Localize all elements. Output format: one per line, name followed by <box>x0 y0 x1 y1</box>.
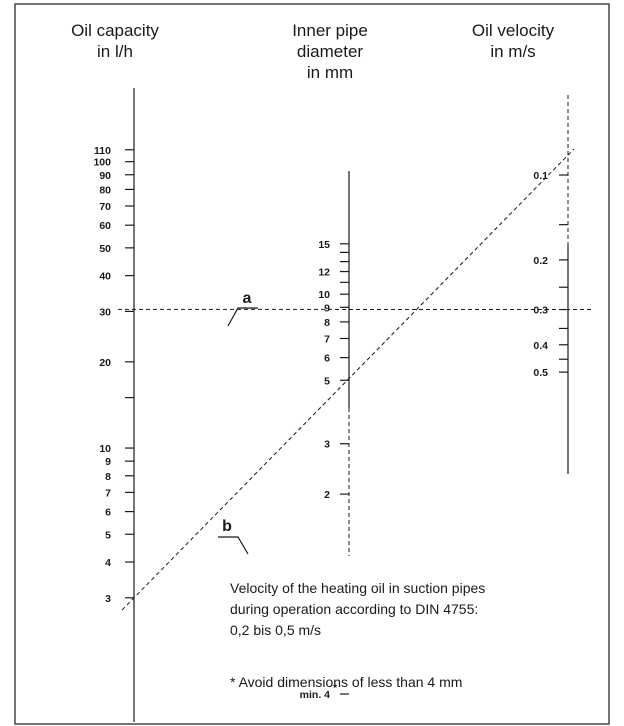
diameter-tick-label: 12 <box>318 267 330 279</box>
velocity-heading: Oil velocity in m/s <box>472 21 555 61</box>
diameter-heading-line-2: diameter <box>297 42 363 61</box>
velocity-tick-label: 0.5 <box>533 367 548 379</box>
diameter-heading-line-1: Inner pipe <box>292 21 368 40</box>
capacity-tick-label: 70 <box>99 201 111 213</box>
diameter-tick-label: 3 <box>324 439 330 451</box>
velocity-note: Velocity of the heating oil in suction p… <box>230 580 485 638</box>
diameter-tick-label: 6 <box>324 353 330 365</box>
velocity-heading-line-1: Oil velocity <box>472 21 555 40</box>
capacity-tick-label: 20 <box>99 357 111 369</box>
diameter-tick-label: min. 4 <box>300 689 331 701</box>
diameter-tick-label: 10 <box>318 289 330 301</box>
construction-line-b <box>121 148 575 611</box>
diameter-scale: 15 12 109 8 7 6 5 min. 4* 3 2 <box>300 239 349 701</box>
velocity-note-line-3: 0,2 bis 0,5 m/s <box>230 622 321 638</box>
capacity-tick-label: 50 <box>99 243 111 255</box>
capacity-heading-line-1: Oil capacity <box>71 21 159 40</box>
capacity-tick-label: 60 <box>99 220 111 232</box>
min-diameter-marker: * <box>333 682 338 694</box>
line-b-letter: b <box>222 518 232 535</box>
capacity-tick-label: 3 <box>105 593 111 605</box>
velocity-tick-label: 0.3 <box>533 305 548 317</box>
line-a-letter: a <box>243 290 252 307</box>
capacity-tick-label: 7 <box>105 487 111 499</box>
line-b-label: b <box>218 518 249 555</box>
capacity-tick-label: 8 <box>105 471 111 483</box>
velocity-tick-label: 0.4 <box>533 340 548 352</box>
capacity-tick-label: 110 <box>94 145 111 157</box>
capacity-tick-label: 10 <box>99 443 111 455</box>
capacity-heading-line-2: in l/h <box>97 42 133 61</box>
diameter-tick-label: 5 <box>324 375 330 387</box>
velocity-note-line-2: during operation according to DIN 4755: <box>230 601 478 617</box>
velocity-scale: 0.1 0.2 0.3 0.4 0.5 <box>533 170 568 379</box>
capacity-tick-label: 80 <box>99 184 111 196</box>
capacity-tick-label: 30 <box>99 306 111 318</box>
capacity-tick-label: 90 <box>99 170 111 182</box>
line-a-label: a <box>227 290 258 327</box>
diameter-tick-label: 9 <box>324 302 330 314</box>
capacity-tick-label: 100 <box>93 157 111 169</box>
velocity-tick-label: 0.1 <box>533 170 548 182</box>
capacity-tick-label: 9 <box>105 456 111 468</box>
diameter-heading-line-3: in mm <box>307 63 353 82</box>
diameter-tick-label: 7 <box>324 333 330 345</box>
diameter-tick-label: 2 <box>324 489 330 501</box>
velocity-note-line-1: Velocity of the heating oil in suction p… <box>230 580 485 596</box>
line-b-leader <box>218 536 249 555</box>
diameter-heading: Inner pipe diameter in mm <box>292 21 368 82</box>
construction-lines <box>117 148 595 611</box>
diagram-frame <box>14 3 610 725</box>
velocity-heading-line-2: in m/s <box>490 42 535 61</box>
diameter-tick-label: 15 <box>318 239 330 251</box>
velocity-tick-label: 0.2 <box>533 255 548 267</box>
diameter-tick-label: 8 <box>324 317 330 329</box>
capacity-heading: Oil capacity in l/h <box>71 21 159 61</box>
capacity-tick-label: 5 <box>105 529 111 541</box>
capacity-tick-label: 4 <box>105 557 111 569</box>
line-a-leader <box>227 307 258 327</box>
capacity-tick-label: 40 <box>99 271 111 283</box>
footnote: * Avoid dimensions of less than 4 mm <box>230 674 462 690</box>
capacity-tick-label: 6 <box>105 507 111 519</box>
